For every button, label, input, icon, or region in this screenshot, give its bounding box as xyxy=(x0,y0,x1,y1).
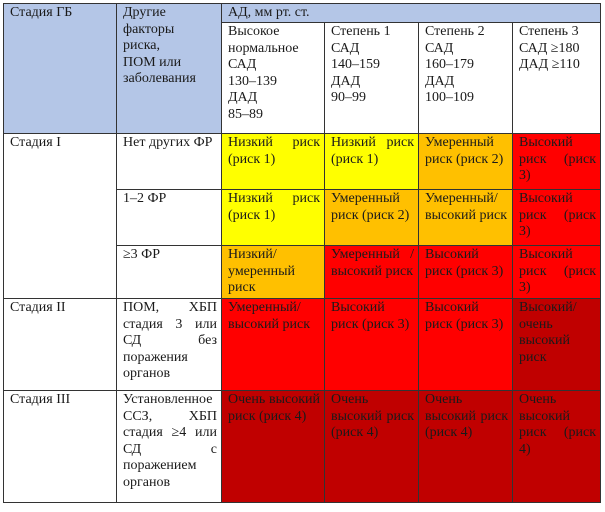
risk-cell: Высокий/ очень высокий риск xyxy=(511,298,602,391)
risk-cell: Высокий риск (риск 3) xyxy=(511,133,602,190)
risk-cell: Умеренный / высокий риск xyxy=(324,245,419,299)
header-bp-high-normal: Высокое нормальное САД 130–139 ДАД 85–89 xyxy=(221,22,325,134)
stage-label: Стадия I xyxy=(3,133,117,299)
risk-cell: Высокий риск (риск 3) xyxy=(324,298,419,391)
header-row-bp: Высокое нормальное САД 130–139 ДАД 85–89… xyxy=(4,22,602,134)
risk-cell: Очень высокий риск (риск 4) xyxy=(418,390,513,503)
header-bp-grade-1: Степень 1 САД 140–159 ДАД 90–99 xyxy=(324,22,419,134)
header-bp-group: АД, мм рт. ст. xyxy=(220,3,602,23)
stage-label: Стадия II xyxy=(3,298,117,391)
table-row: Стадия III Установленное ССЗ, ХБП стадия… xyxy=(3,390,602,503)
risk-cell: Высокий риск (риск 3) xyxy=(511,245,602,299)
header-row-top: Стадия ГБ Другие факторы риска, ПОМ или … xyxy=(3,3,602,134)
risk-factors-cell: ПОМ, ХБП стадия 3 или СД без поражения о… xyxy=(116,298,222,391)
risk-cell: Низкий риск (риск 1) xyxy=(221,189,325,246)
risk-cell: Высокий риск (риск 3) xyxy=(418,245,513,299)
risk-cell: Очень высокий риск (риск 4) xyxy=(511,390,602,503)
table-row: 1–2 ФР Низкий риск (риск 1) Умеренный ри… xyxy=(4,189,602,246)
risk-cell: Очень высокий риск (риск 4) xyxy=(221,390,325,503)
risk-cell: Умеренный риск (риск 2) xyxy=(324,189,419,246)
table-row: Стадия II ПОМ, ХБП стадия 3 или СД без п… xyxy=(3,298,602,391)
risk-factors-cell: ≥3 ФР xyxy=(116,245,222,299)
risk-cell: Низкий риск (риск 1) xyxy=(324,133,419,190)
header-stage: Стадия ГБ xyxy=(3,3,117,134)
risk-factors-cell: 1–2 ФР xyxy=(116,189,222,246)
risk-cell: Высокий риск (риск 3) xyxy=(511,189,602,246)
risk-table: Стадия ГБ Другие факторы риска, ПОМ или … xyxy=(3,3,602,503)
header-bp-grade-3: Степень 3 САД ≥180 ДАД ≥110 xyxy=(511,22,602,134)
risk-factors-cell: Нет других ФР xyxy=(116,133,222,190)
risk-cell: Очень высокий риск (риск 4) xyxy=(324,390,419,503)
table-row: ≥3 ФР Низкий/ умеренный риск Умеренный /… xyxy=(4,245,602,299)
header-bp-grade-2: Степень 2 САД 160–179 ДАД 100–109 xyxy=(418,22,513,134)
risk-cell: Умеренный/ высокий риск xyxy=(221,298,325,391)
risk-cell: Умеренный риск (риск 2) xyxy=(418,133,513,190)
risk-cell: Низкий/ умеренный риск xyxy=(221,245,325,299)
risk-cell: Высокий риск (риск 3) xyxy=(418,298,513,391)
header-factors: Другие факторы риска, ПОМ или заболевани… xyxy=(116,3,222,134)
risk-cell: Низкий риск (риск 1) xyxy=(221,133,325,190)
risk-cell: Умеренный/ высокий риск xyxy=(418,189,513,246)
table-row: Стадия I Нет других ФР Низкий риск (риск… xyxy=(3,133,602,299)
risk-factors-cell: Установленное ССЗ, ХБП стадия ≥4 или СД … xyxy=(116,390,222,503)
stage-label: Стадия III xyxy=(3,390,117,503)
